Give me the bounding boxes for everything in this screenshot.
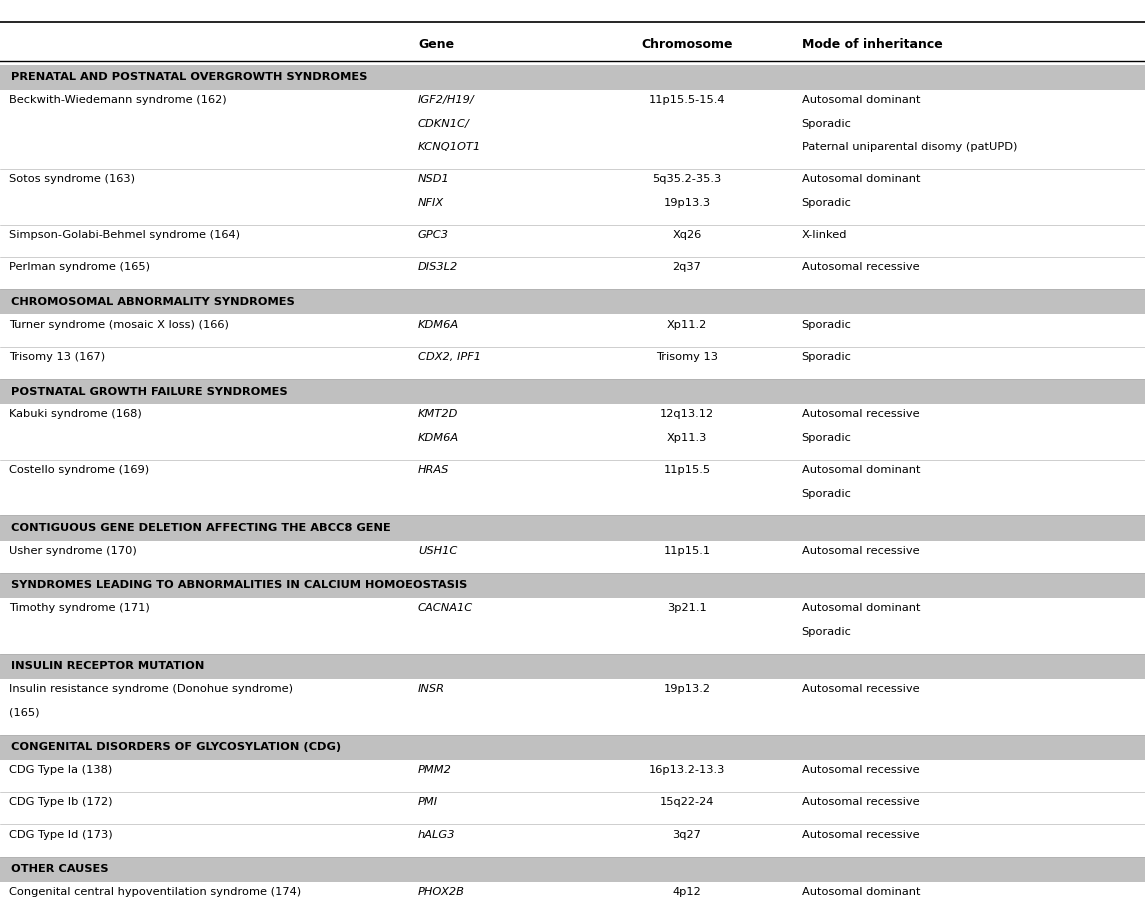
Text: 15q22-24: 15q22-24 <box>660 797 714 807</box>
Text: Usher syndrome (170): Usher syndrome (170) <box>9 546 137 556</box>
Text: Autosomal recessive: Autosomal recessive <box>802 765 919 775</box>
Text: 12q13.12: 12q13.12 <box>660 409 714 419</box>
Text: Simpson-Golabi-Behmel syndrome (164): Simpson-Golabi-Behmel syndrome (164) <box>9 230 240 240</box>
Text: Sporadic: Sporadic <box>802 489 852 498</box>
Text: CHROMOSOMAL ABNORMALITY SYNDROMES: CHROMOSOMAL ABNORMALITY SYNDROMES <box>11 296 295 307</box>
Text: Sporadic: Sporadic <box>802 352 852 362</box>
Text: Sporadic: Sporadic <box>802 119 852 128</box>
Text: Autosomal recessive: Autosomal recessive <box>802 797 919 807</box>
Text: Beckwith-Wiedemann syndrome (162): Beckwith-Wiedemann syndrome (162) <box>9 95 227 105</box>
Text: CDX2, IPF1: CDX2, IPF1 <box>418 352 481 362</box>
Text: POSTNATAL GROWTH FAILURE SYNDROMES: POSTNATAL GROWTH FAILURE SYNDROMES <box>11 386 289 397</box>
Text: CONGENITAL DISORDERS OF GLYCOSYLATION (CDG): CONGENITAL DISORDERS OF GLYCOSYLATION (C… <box>11 742 341 753</box>
Bar <box>0 65 1145 90</box>
Bar <box>0 573 1145 598</box>
Text: Autosomal dominant: Autosomal dominant <box>802 174 919 184</box>
Text: Autosomal recessive: Autosomal recessive <box>802 262 919 272</box>
Text: 11p15.1: 11p15.1 <box>663 546 711 556</box>
Text: KMT2D: KMT2D <box>418 409 458 419</box>
Text: CDKN1C/: CDKN1C/ <box>418 119 469 128</box>
Text: Insulin resistance syndrome (Donohue syndrome): Insulin resistance syndrome (Donohue syn… <box>9 684 293 694</box>
Text: KCNQ1OT1: KCNQ1OT1 <box>418 142 481 152</box>
Text: Trisomy 13 (167): Trisomy 13 (167) <box>9 352 105 362</box>
Text: CACNA1C: CACNA1C <box>418 603 473 613</box>
Bar <box>0 654 1145 679</box>
Bar <box>0 289 1145 314</box>
Text: KDM6A: KDM6A <box>418 433 459 443</box>
Text: 5q35.2-35.3: 5q35.2-35.3 <box>653 174 721 184</box>
Text: IGF2/H19/: IGF2/H19/ <box>418 95 475 105</box>
Text: 4p12: 4p12 <box>672 887 702 897</box>
Text: Autosomal dominant: Autosomal dominant <box>802 95 919 105</box>
Text: 16p13.2-13.3: 16p13.2-13.3 <box>649 765 725 775</box>
Text: Sporadic: Sporadic <box>802 198 852 207</box>
Text: Autosomal dominant: Autosomal dominant <box>802 603 919 613</box>
Text: Trisomy 13: Trisomy 13 <box>656 352 718 362</box>
Bar <box>0 857 1145 882</box>
Text: Autosomal dominant: Autosomal dominant <box>802 465 919 475</box>
Text: Xq26: Xq26 <box>672 230 702 240</box>
Text: Autosomal recessive: Autosomal recessive <box>802 409 919 419</box>
Text: CONTIGUOUS GENE DELETION AFFECTING THE ABCC8 GENE: CONTIGUOUS GENE DELETION AFFECTING THE A… <box>11 523 392 533</box>
Text: CDG Type Ia (138): CDG Type Ia (138) <box>9 765 112 775</box>
Text: Chromosome: Chromosome <box>641 39 733 51</box>
Text: PRENATAL AND POSTNATAL OVERGROWTH SYNDROMES: PRENATAL AND POSTNATAL OVERGROWTH SYNDRO… <box>11 72 368 83</box>
Text: 19p13.2: 19p13.2 <box>663 684 711 694</box>
Bar <box>0 515 1145 541</box>
Text: INSULIN RECEPTOR MUTATION: INSULIN RECEPTOR MUTATION <box>11 661 205 672</box>
Text: PHOX2B: PHOX2B <box>418 887 465 897</box>
Text: hALG3: hALG3 <box>418 830 456 840</box>
Text: OTHER CAUSES: OTHER CAUSES <box>11 864 109 875</box>
Text: Autosomal recessive: Autosomal recessive <box>802 546 919 556</box>
Text: SYNDROMES LEADING TO ABNORMALITIES IN CALCIUM HOMOEOSTASIS: SYNDROMES LEADING TO ABNORMALITIES IN CA… <box>11 580 467 591</box>
Bar <box>0 735 1145 760</box>
Text: INSR: INSR <box>418 684 445 694</box>
Text: PMM2: PMM2 <box>418 765 452 775</box>
Text: Xp11.2: Xp11.2 <box>666 320 708 330</box>
Text: Kabuki syndrome (168): Kabuki syndrome (168) <box>9 409 142 419</box>
Text: Perlman syndrome (165): Perlman syndrome (165) <box>9 262 150 272</box>
Text: Autosomal recessive: Autosomal recessive <box>802 830 919 840</box>
Text: Congenital central hypoventilation syndrome (174): Congenital central hypoventilation syndr… <box>9 887 301 897</box>
Text: CDG Type Id (173): CDG Type Id (173) <box>9 830 113 840</box>
Text: X-linked: X-linked <box>802 230 847 240</box>
Text: DIS3L2: DIS3L2 <box>418 262 458 272</box>
Text: Sotos syndrome (163): Sotos syndrome (163) <box>9 174 135 184</box>
Text: Sporadic: Sporadic <box>802 627 852 637</box>
Text: HRAS: HRAS <box>418 465 449 475</box>
Text: Costello syndrome (169): Costello syndrome (169) <box>9 465 149 475</box>
Text: NFIX: NFIX <box>418 198 444 207</box>
Text: Mode of inheritance: Mode of inheritance <box>802 39 942 51</box>
Text: Xp11.3: Xp11.3 <box>666 433 708 443</box>
Text: 3q27: 3q27 <box>672 830 702 840</box>
Text: Gene: Gene <box>418 39 455 51</box>
Text: 3p21.1: 3p21.1 <box>668 603 706 613</box>
Text: 19p13.3: 19p13.3 <box>663 198 711 207</box>
Text: CDG Type Ib (172): CDG Type Ib (172) <box>9 797 112 807</box>
Text: Paternal uniparental disomy (patUPD): Paternal uniparental disomy (patUPD) <box>802 142 1017 152</box>
Text: Turner syndrome (mosaic X loss) (166): Turner syndrome (mosaic X loss) (166) <box>9 320 229 330</box>
Text: USH1C: USH1C <box>418 546 457 556</box>
Text: KDM6A: KDM6A <box>418 320 459 330</box>
Text: 2q37: 2q37 <box>672 262 702 272</box>
Text: Sporadic: Sporadic <box>802 433 852 443</box>
Text: NSD1: NSD1 <box>418 174 450 184</box>
Text: 11p15.5-15.4: 11p15.5-15.4 <box>649 95 725 105</box>
Text: (165): (165) <box>9 708 40 718</box>
Text: Timothy syndrome (171): Timothy syndrome (171) <box>9 603 150 613</box>
Text: GPC3: GPC3 <box>418 230 449 240</box>
Bar <box>0 379 1145 404</box>
Text: PMI: PMI <box>418 797 439 807</box>
Text: Sporadic: Sporadic <box>802 320 852 330</box>
Text: Autosomal recessive: Autosomal recessive <box>802 684 919 694</box>
Text: Autosomal dominant: Autosomal dominant <box>802 887 919 897</box>
Text: 11p15.5: 11p15.5 <box>663 465 711 475</box>
